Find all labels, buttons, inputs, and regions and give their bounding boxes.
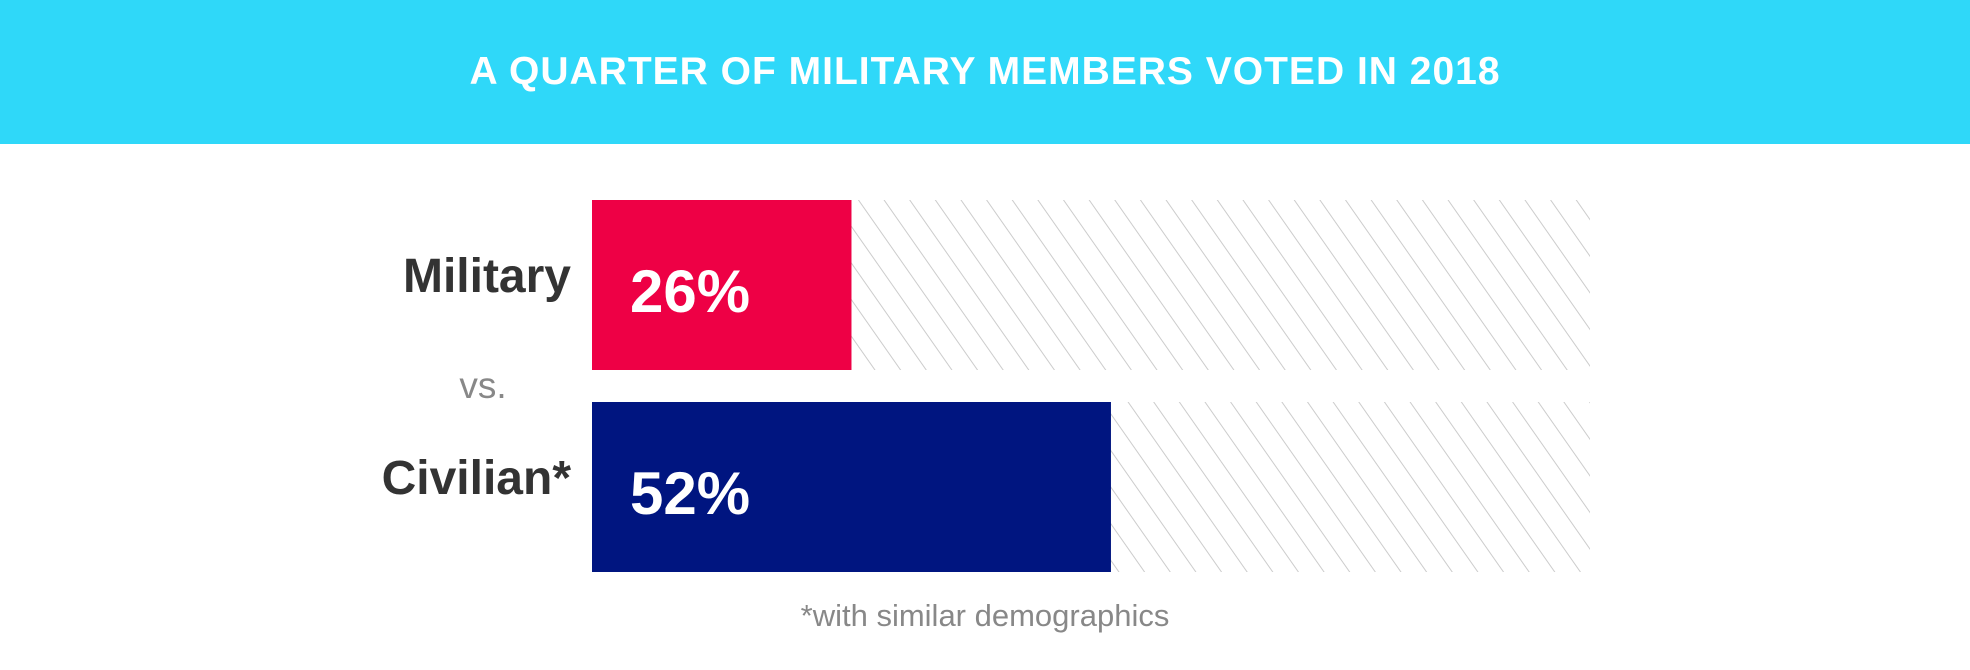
title-banner: A QUARTER OF MILITARY MEMBERS VOTED IN 2… — [0, 0, 1970, 144]
chart-title: A QUARTER OF MILITARY MEMBERS VOTED IN 2… — [469, 50, 1501, 93]
category-label-civilian: Civilian* — [382, 452, 572, 505]
value-label-military: 26% — [630, 258, 750, 325]
bar-military — [592, 200, 852, 370]
vs-label: vs. — [459, 365, 506, 406]
bar-civilian — [592, 402, 1111, 572]
value-label-civilian: 52% — [630, 460, 750, 527]
footnote: *with similar demographics — [800, 598, 1170, 633]
category-label-military: Military — [403, 250, 571, 303]
